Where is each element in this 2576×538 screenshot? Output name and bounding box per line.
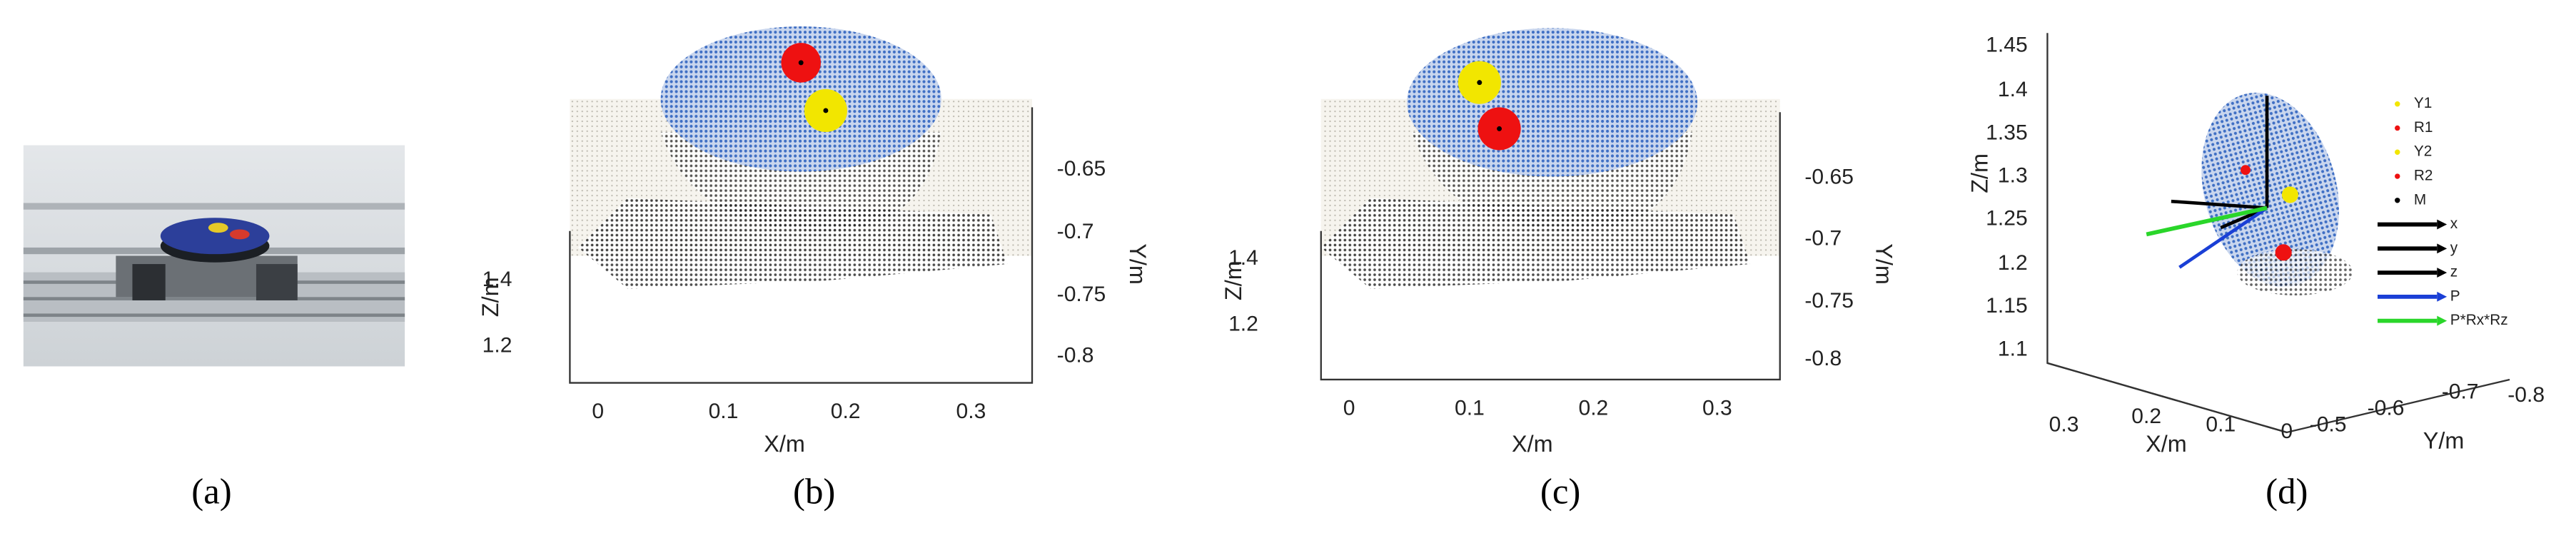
- y-tick-label: -0.7: [1804, 226, 1842, 250]
- y-tick-label: -0.75: [1804, 289, 1853, 313]
- z-tick-label: 1.4: [483, 268, 512, 291]
- point-cloud-3d: [2046, 33, 2510, 434]
- x-tick-label: 0.1: [709, 400, 739, 423]
- x-axis-label: X/m: [2146, 431, 2187, 457]
- y-tick-label: -0.8: [1804, 347, 1842, 370]
- x-tick-label: 0.2: [831, 400, 861, 423]
- legend-arrowhead: [2437, 219, 2448, 230]
- point-cloud: [569, 0, 1034, 384]
- caption: (d): [2266, 472, 2308, 512]
- y-tick-label: -0.75: [1057, 283, 1106, 306]
- y-tick-label: -0.65: [1057, 157, 1106, 181]
- caption: (a): [191, 472, 231, 512]
- caption: (c): [1540, 472, 1580, 512]
- legend-marker: [2395, 149, 2400, 155]
- x-axis-label: X/m: [1512, 431, 1553, 457]
- x-tick-label: 0.1: [2206, 413, 2236, 437]
- y-tick-label: -0.8: [1057, 344, 1094, 367]
- z-axis-label: Z/m: [1966, 153, 1992, 193]
- z-tick-label: 1.45: [1986, 34, 2027, 57]
- legend-label: Y2: [2414, 143, 2432, 160]
- y-axis-label: Y/m: [2423, 427, 2465, 453]
- legend-label: P*Rx*Rz: [2450, 312, 2508, 328]
- x-tick-label: 0.3: [956, 400, 986, 423]
- x-tick-label: 0.1: [1455, 397, 1485, 420]
- z-tick-label: 1.25: [1986, 207, 2027, 230]
- x-tick-label: 0: [592, 400, 604, 423]
- legend-label: x: [2450, 215, 2458, 232]
- y-tick-label: -0.7: [2442, 380, 2479, 403]
- z-tick-label: 1.15: [1986, 294, 2027, 318]
- z-tick-label: 1.2: [483, 334, 512, 357]
- legend-label: R2: [2414, 168, 2433, 184]
- legend-marker: [2395, 173, 2400, 179]
- y-tick-label: -0.6: [2368, 397, 2405, 420]
- legend-label: y: [2450, 240, 2458, 256]
- legend-marker: [2395, 198, 2400, 203]
- z-tick-label: 1.4: [1998, 78, 2028, 101]
- labels: (a) (b) 0 0.1 0.2 0.3 1.4 1.2 -0.65 -0.7 -0.75 -0.8…: [191, 34, 2545, 512]
- caption: (b): [793, 472, 835, 512]
- x-tick-label: 0.2: [1578, 397, 1608, 420]
- z-tick-label: 1.3: [1998, 163, 2028, 187]
- legend-label: R1: [2414, 119, 2433, 136]
- y-tick-label: -0.7: [1057, 220, 1094, 243]
- legend-arrowhead: [2437, 243, 2448, 254]
- legend-label: z: [2450, 264, 2458, 280]
- legend-marker: [2395, 125, 2400, 131]
- legend-arrowhead: [2437, 268, 2448, 278]
- y-tick-label: -0.5: [2310, 413, 2347, 437]
- legend-arrowhead: [2437, 315, 2448, 326]
- z-tick-label: 1.35: [1986, 121, 2027, 144]
- x-tick-label: 0.3: [1702, 397, 1732, 420]
- x-axis-label: X/m: [764, 431, 805, 457]
- y-tick-label: -0.65: [1804, 166, 1853, 189]
- z-tick-label: 1.1: [1998, 337, 2028, 360]
- z-tick-label: 1.2: [1998, 251, 2028, 275]
- legend-label: Y1: [2414, 95, 2432, 111]
- x-tick-label: 0: [2280, 420, 2293, 443]
- photo: [23, 145, 405, 367]
- x-tick-label: 0: [1343, 397, 1355, 420]
- legend-label: M: [2414, 191, 2426, 208]
- y-axis-label: Y/m: [1872, 243, 1897, 285]
- z-axis-label: Z/m: [478, 277, 503, 317]
- x-tick-label: 0.2: [2131, 405, 2161, 428]
- legend-marker: [2395, 101, 2400, 107]
- legend-label: P: [2450, 288, 2460, 304]
- point-cloud: [1320, 0, 1781, 381]
- y-tick-label: -0.8: [2507, 383, 2545, 407]
- z-axis-label: Z/m: [1221, 260, 1246, 300]
- y-axis-label: Y/m: [1125, 243, 1151, 285]
- z-tick-label: 1.4: [1228, 246, 1258, 270]
- z-tick-label: 1.2: [1228, 313, 1258, 336]
- legend-arrowhead: [2437, 291, 2448, 302]
- x-tick-label: 0.3: [2049, 413, 2079, 437]
